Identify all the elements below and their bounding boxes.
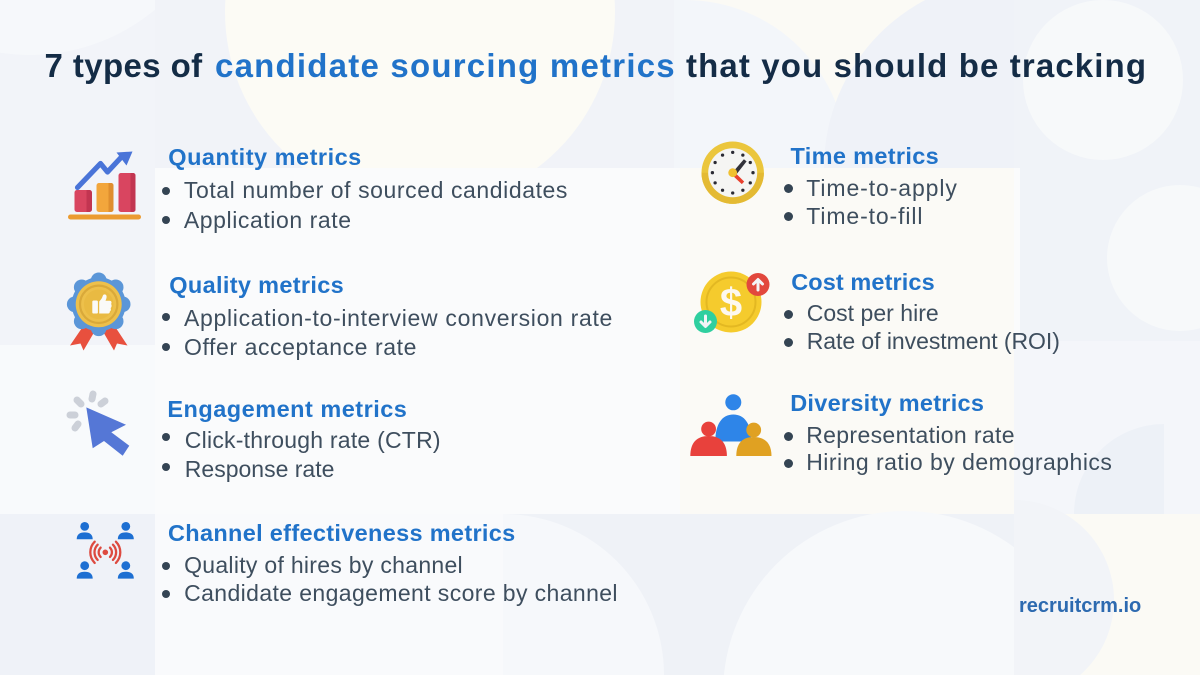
svg-text:$: $ [720, 281, 742, 325]
